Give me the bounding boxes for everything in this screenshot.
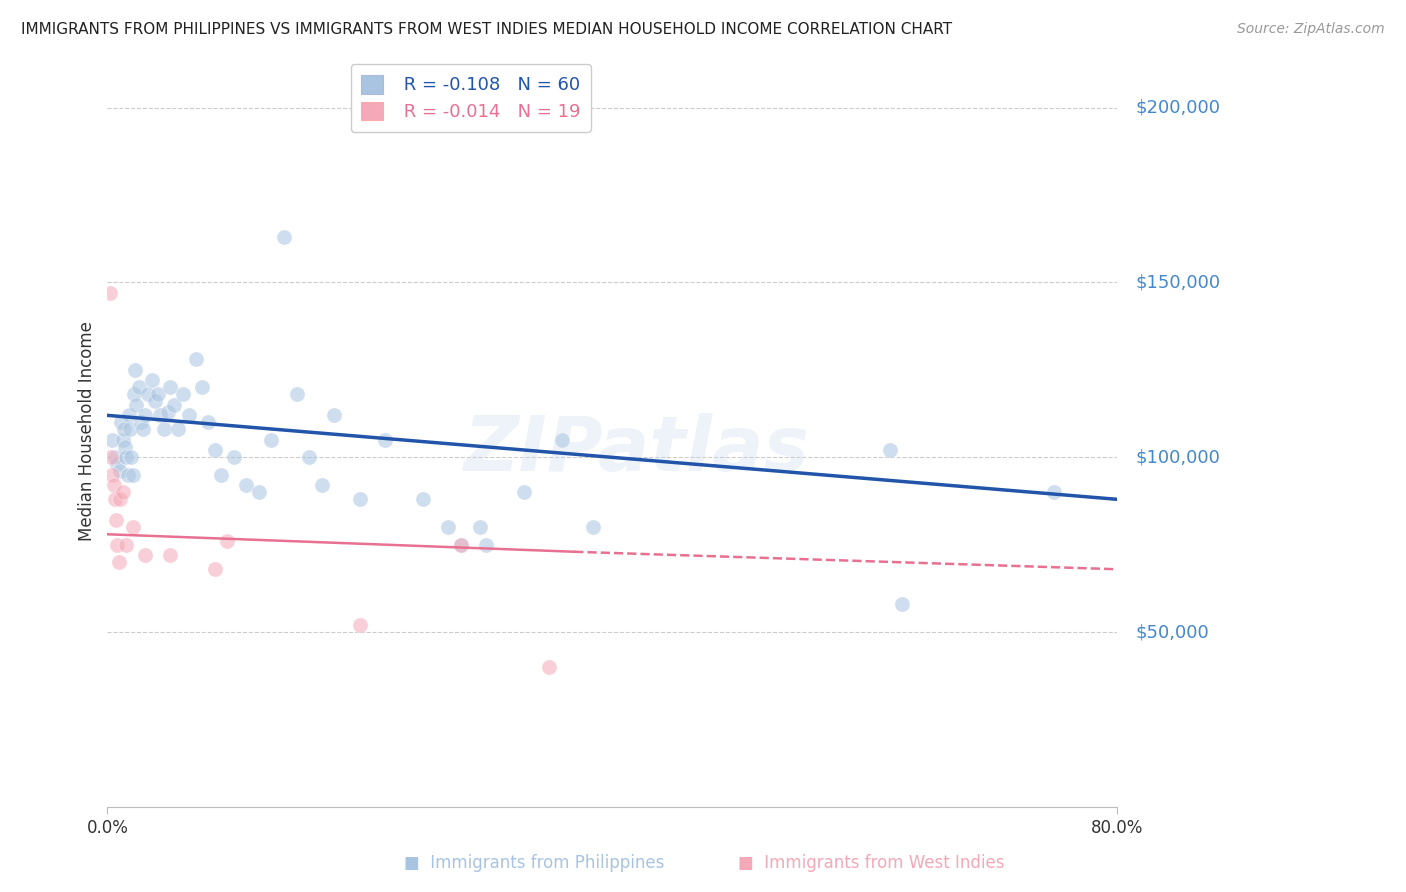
Point: [146, 387, 169, 401]
Point: [159, 380, 181, 394]
Point: [104, 492, 127, 507]
Y-axis label: Median Household Income: Median Household Income: [79, 321, 96, 541]
Point: [298, 450, 321, 465]
Point: [437, 520, 460, 534]
Point: [179, 409, 201, 423]
Point: [98, 285, 121, 300]
Point: [450, 538, 472, 552]
Point: [167, 422, 190, 436]
Point: [114, 440, 136, 454]
Point: [111, 485, 134, 500]
Point: [209, 467, 232, 482]
Point: [197, 415, 219, 429]
Point: [115, 450, 138, 465]
Point: [468, 520, 491, 534]
Point: [156, 405, 179, 419]
Text: $150,000: $150,000: [1136, 274, 1220, 292]
Point: [172, 387, 194, 401]
Text: ■  Immigrants from Philippines: ■ Immigrants from Philippines: [404, 855, 665, 872]
Point: [153, 422, 176, 436]
Point: [120, 450, 142, 465]
Point: [204, 443, 226, 458]
Point: [134, 409, 156, 423]
Point: [222, 450, 245, 465]
Point: [120, 422, 142, 436]
Point: [891, 597, 914, 611]
Point: [103, 478, 125, 492]
Point: [108, 492, 131, 507]
Point: [110, 415, 132, 429]
Point: [100, 450, 122, 465]
Point: [273, 230, 295, 244]
Text: ZIPatlas: ZIPatlas: [464, 413, 810, 487]
Point: [879, 443, 901, 458]
Point: [412, 492, 434, 507]
Point: [217, 534, 239, 549]
Text: $100,000: $100,000: [1136, 449, 1220, 467]
Point: [105, 513, 128, 527]
Point: [111, 433, 134, 447]
Point: [128, 380, 150, 394]
Text: $50,000: $50,000: [1136, 624, 1209, 641]
Point: [131, 415, 153, 429]
Point: [108, 464, 131, 478]
Point: [323, 409, 346, 423]
Point: [136, 387, 159, 401]
Point: [117, 467, 139, 482]
Point: [107, 538, 129, 552]
Point: [374, 433, 396, 447]
Point: [159, 548, 181, 562]
Point: [537, 660, 560, 674]
Point: [235, 478, 257, 492]
Point: [349, 492, 371, 507]
Point: [118, 409, 141, 423]
Point: [107, 555, 129, 569]
Point: [550, 433, 572, 447]
Point: [582, 520, 605, 534]
Point: [121, 467, 143, 482]
Point: [107, 458, 129, 472]
Point: [204, 562, 226, 576]
Point: [349, 618, 371, 632]
Point: [131, 422, 153, 436]
Point: [247, 485, 270, 500]
Point: [115, 538, 138, 552]
Point: [184, 352, 207, 367]
Text: Source: ZipAtlas.com: Source: ZipAtlas.com: [1237, 22, 1385, 37]
Legend:  R = -0.108   N = 60,  R = -0.014   N = 19: R = -0.108 N = 60, R = -0.014 N = 19: [350, 64, 591, 132]
Point: [122, 387, 145, 401]
Point: [134, 548, 156, 562]
Point: [163, 398, 186, 412]
Point: [311, 478, 333, 492]
Point: [475, 538, 498, 552]
Point: [101, 467, 124, 482]
Text: $200,000: $200,000: [1136, 99, 1220, 117]
Point: [149, 409, 172, 423]
Text: IMMIGRANTS FROM PHILIPPINES VS IMMIGRANTS FROM WEST INDIES MEDIAN HOUSEHOLD INCO: IMMIGRANTS FROM PHILIPPINES VS IMMIGRANT…: [21, 22, 952, 37]
Point: [191, 380, 214, 394]
Point: [260, 433, 283, 447]
Point: [450, 538, 472, 552]
Point: [513, 485, 536, 500]
Point: [1042, 485, 1064, 500]
Point: [104, 450, 127, 465]
Point: [143, 394, 166, 409]
Point: [141, 373, 163, 387]
Point: [285, 387, 308, 401]
Text: ■  Immigrants from West Indies: ■ Immigrants from West Indies: [738, 855, 1005, 872]
Point: [124, 363, 146, 377]
Point: [101, 433, 124, 447]
Point: [112, 422, 135, 436]
Point: [121, 520, 143, 534]
Point: [125, 398, 148, 412]
